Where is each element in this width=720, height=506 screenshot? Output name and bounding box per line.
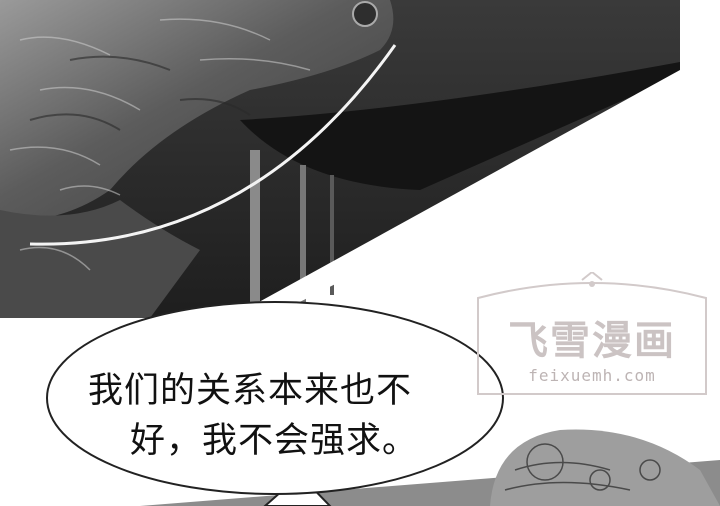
- watermark-frame: [477, 270, 707, 395]
- watermark: 飞雪漫画 feixuemh.com: [468, 270, 716, 402]
- hat-illustration: [490, 429, 720, 506]
- watermark-title: 飞雪漫画: [508, 318, 676, 364]
- watermark-url: feixuemh.com: [528, 366, 656, 385]
- speech-bubble: [46, 301, 504, 506]
- speech-bubble-text: 我们的关系本来也不 好，我不会强求。: [88, 366, 478, 466]
- top-panel: [0, 0, 680, 318]
- speech-line-2: 好，我不会强求。: [130, 421, 419, 461]
- speech-line-1: 我们的关系本来也不: [88, 371, 413, 411]
